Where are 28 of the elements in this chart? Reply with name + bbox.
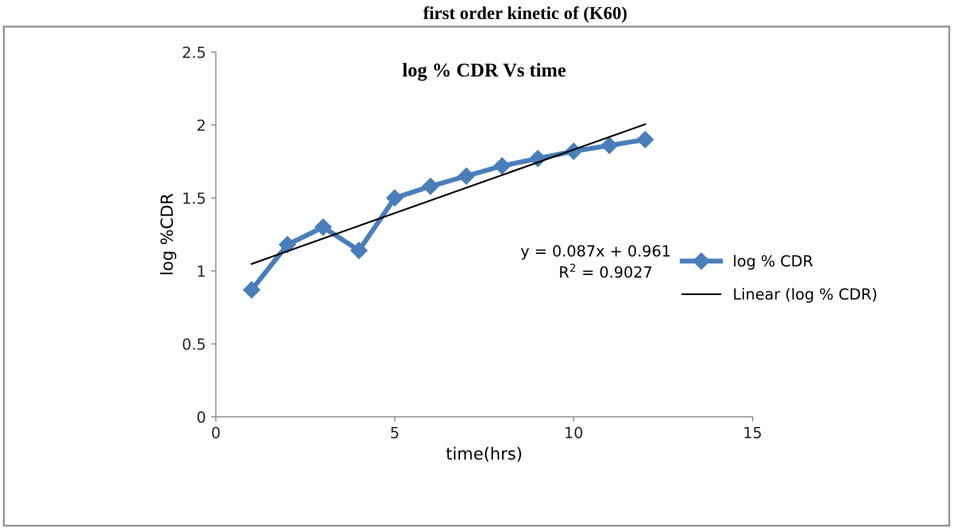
x-tick-label: 0 bbox=[212, 426, 220, 438]
point bbox=[422, 178, 440, 195]
y-tick-label: 2.5 bbox=[182, 46, 205, 58]
legend-label: Linear (log % CDR) bbox=[734, 288, 876, 303]
text: log % CDR Vs time bbox=[402, 62, 566, 81]
annotation: y = 0.087x + 0.961 bbox=[520, 245, 670, 260]
point bbox=[600, 136, 618, 154]
point bbox=[494, 157, 511, 174]
x-tick-label: 10 bbox=[566, 426, 582, 438]
chart-subtitle: first order kinetic of (K60) bbox=[423, 6, 627, 23]
y-tick-label: 1.5 bbox=[183, 192, 205, 204]
point bbox=[636, 131, 654, 148]
y-tick-label: 0 bbox=[197, 411, 206, 423]
x-tick-label: 15 bbox=[744, 427, 761, 438]
point bbox=[314, 218, 332, 236]
y-tick-label: 0.5 bbox=[182, 338, 205, 350]
x-axis-title: time(hrs) bbox=[446, 446, 522, 462]
y-axis-title: log %CDR bbox=[160, 194, 176, 274]
x-tick-label: 5 bbox=[391, 427, 398, 438]
y-tick-label: 2 bbox=[198, 119, 205, 131]
legend-label: log % CDR bbox=[734, 254, 813, 270]
y-tick-label: 1 bbox=[198, 266, 205, 277]
point bbox=[350, 242, 368, 260]
point bbox=[458, 168, 475, 185]
point bbox=[278, 236, 296, 254]
annotation: R$^{2}$ = 0.9027 bbox=[560, 264, 652, 278]
point bbox=[243, 281, 260, 298]
point bbox=[386, 189, 404, 207]
